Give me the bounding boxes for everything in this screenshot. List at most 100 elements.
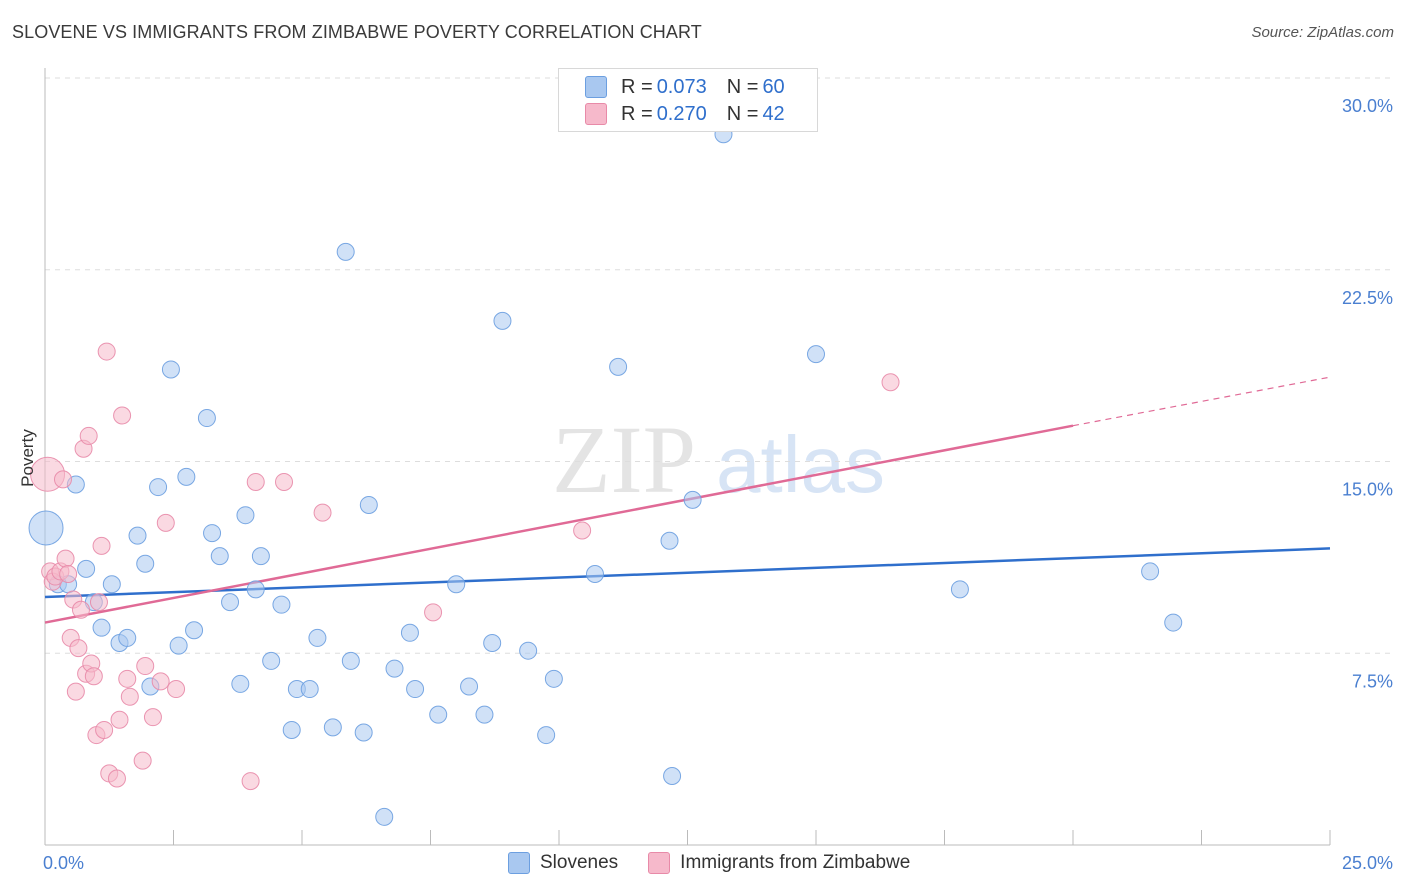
- slovenes-point: [203, 524, 222, 543]
- zimbabwe-point: [53, 470, 72, 489]
- zimbabwe-point: [59, 564, 78, 583]
- slovenes-point: [354, 723, 373, 742]
- watermark-zip: ZIP: [552, 406, 696, 513]
- zimbabwe-point: [110, 710, 129, 729]
- slovenes-point: [1164, 613, 1183, 632]
- slovenes-trendline: [44, 547, 1331, 599]
- slovenes-point: [323, 718, 342, 737]
- slovenes-point: [210, 547, 229, 566]
- gridlines: [45, 77, 1392, 654]
- y-tick-labels: 7.5% 15.0% 22.5% 30.0%: [1342, 96, 1393, 691]
- x-tick-label: 25.0%: [1342, 853, 1393, 873]
- zimbabwe-point: [69, 639, 88, 658]
- legend-row-zimbabwe: R = 0.270 N = 42: [585, 101, 785, 127]
- slovenes-point: [537, 726, 556, 745]
- axes: [44, 68, 1331, 846]
- legend-item-slovenes: Slovenes: [508, 852, 618, 874]
- zimbabwe-point: [573, 521, 592, 540]
- slovenes-point: [447, 575, 466, 594]
- slovenes-point: [28, 510, 64, 546]
- x-tick-labels: 0.0% 25.0%: [43, 853, 1393, 873]
- legend-swatch-blue: [585, 76, 607, 98]
- zimbabwe-point: [113, 406, 132, 425]
- slovenes-point: [493, 311, 512, 330]
- slovenes-point: [231, 674, 250, 693]
- slovenes-point: [136, 554, 155, 573]
- slovenes-point: [161, 360, 180, 379]
- slovenes-point: [251, 547, 270, 566]
- slovenes-point: [118, 628, 137, 647]
- zimbabwe-point: [79, 426, 98, 445]
- zimbabwe-point: [881, 373, 900, 392]
- legend-item-zimbabwe: Immigrants from Zimbabwe: [648, 852, 910, 874]
- zimbabwe-point: [118, 669, 137, 688]
- slovenes-point: [221, 593, 240, 612]
- zimbabwe-point: [143, 708, 162, 727]
- legend-n-label: N =: [726, 102, 759, 125]
- zimbabwe-point: [89, 593, 108, 612]
- slovenes-point: [185, 621, 204, 640]
- zimbabwe-point: [136, 657, 155, 676]
- slovenes-point: [483, 634, 502, 653]
- legend-n-value: 42: [762, 102, 785, 125]
- slovenes-point: [519, 641, 538, 660]
- slovenes-point: [609, 357, 628, 376]
- zimbabwe-point: [66, 682, 85, 701]
- zimbabwe-point: [424, 603, 443, 622]
- slovenes-point: [149, 478, 168, 497]
- zimbabwe-point: [71, 600, 90, 619]
- slovenes-point: [102, 575, 121, 594]
- slovenes-point: [300, 680, 319, 699]
- slovenes-point: [262, 651, 281, 670]
- zimbabwe-point: [151, 672, 170, 691]
- legend-label: Immigrants from Zimbabwe: [680, 852, 911, 873]
- legend-r-label: R =: [621, 102, 653, 125]
- watermark: ZIP atlas: [552, 406, 885, 513]
- legend-swatch-blue: [508, 852, 530, 874]
- legend-n-label: N =: [726, 75, 759, 98]
- slovenes-point: [585, 564, 604, 583]
- zimbabwe-point: [107, 769, 126, 788]
- slovenes-point: [336, 242, 355, 261]
- slovenes-point: [282, 720, 301, 739]
- zimbabwe-point: [156, 513, 175, 532]
- slovenes-point: [169, 636, 188, 655]
- legend-label: Slovenes: [540, 852, 619, 873]
- zimbabwe-point: [241, 772, 260, 791]
- slovenes-point: [475, 705, 494, 724]
- slovenes-point: [177, 467, 196, 486]
- zimbabwe-point: [56, 549, 75, 568]
- data-points: [28, 125, 1183, 826]
- slovenes-point: [359, 495, 378, 514]
- legend-r-value: 0.270: [656, 102, 707, 125]
- series-legend: Slovenes Immigrants from Zimbabwe: [508, 852, 940, 874]
- slovenes-point: [92, 618, 111, 637]
- y-axis-title: Poverty: [18, 429, 37, 487]
- zimbabwe-point: [275, 472, 294, 491]
- legend-n-value: 60: [762, 75, 785, 98]
- y-tick-label: 7.5%: [1352, 671, 1393, 691]
- slovenes-point: [429, 705, 448, 724]
- zimbabwe-point: [246, 472, 265, 491]
- slovenes-point: [683, 490, 702, 509]
- legend-row-slovenes: R = 0.073 N = 60: [585, 74, 785, 100]
- zimbabwe-point: [95, 720, 114, 739]
- slovenes-point: [375, 807, 394, 826]
- slovenes-point: [77, 559, 96, 578]
- slovenes-point: [400, 623, 419, 642]
- y-tick-label: 22.5%: [1342, 288, 1393, 308]
- legend-swatch-pink: [648, 852, 671, 874]
- zimbabwe-point: [313, 503, 332, 522]
- slovenes-point: [197, 409, 216, 428]
- y-tick-label: 15.0%: [1342, 480, 1393, 500]
- zimbabwe-point: [120, 687, 139, 706]
- slovenes-point: [246, 580, 265, 599]
- y-tick-label: 30.0%: [1342, 96, 1393, 116]
- slovenes-point: [308, 628, 327, 647]
- slovenes-point: [544, 669, 563, 688]
- slovenes-point: [460, 677, 479, 696]
- slovenes-point: [660, 531, 679, 550]
- zimbabwe-point: [133, 751, 152, 770]
- zimbabwe-trendline: [44, 424, 1074, 624]
